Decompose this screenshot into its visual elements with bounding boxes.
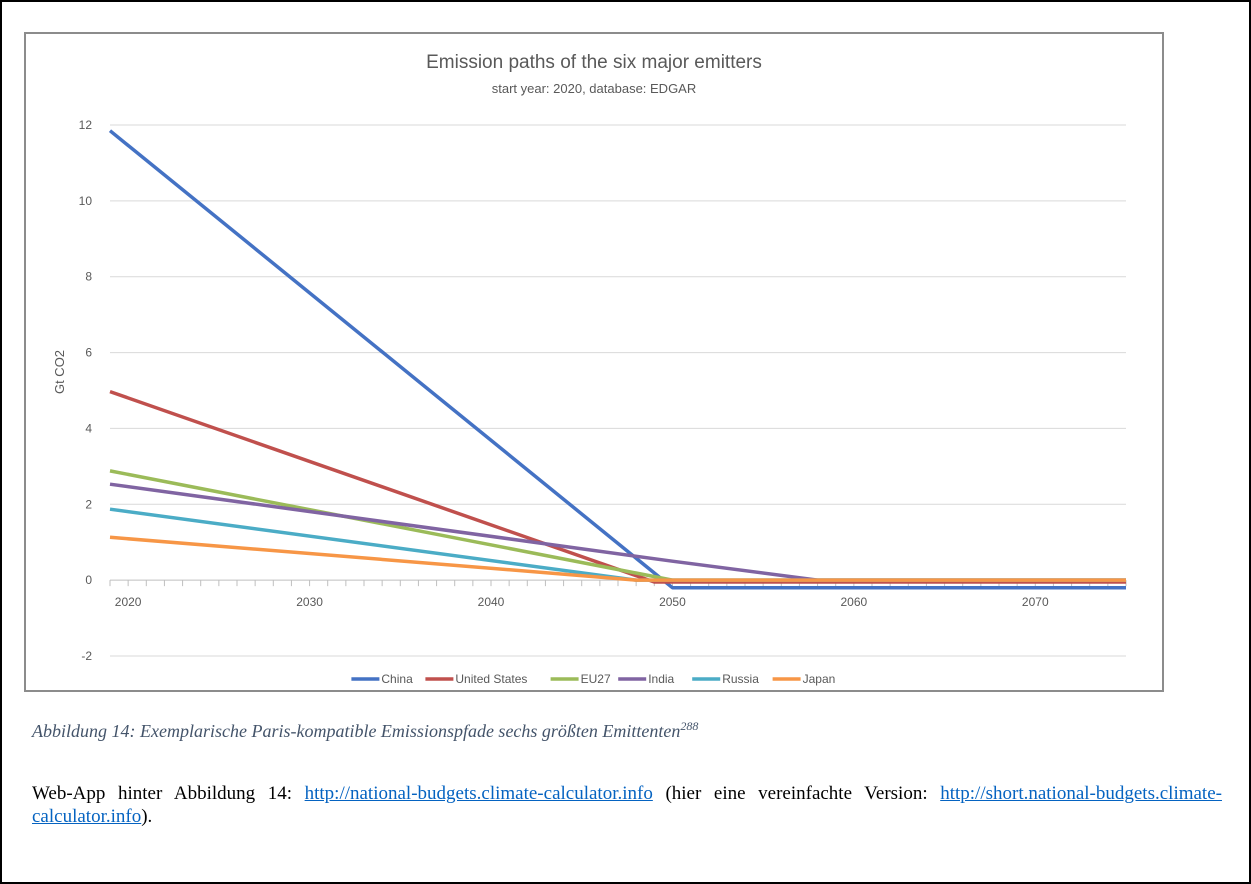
chart-area: -2 0 2 4 6 8 10 12 2020 2030 2040 2050 2060 2070 Gt … bbox=[24, 32, 1164, 692]
x-tick-label: 2060 bbox=[841, 595, 868, 609]
y-tick-label: 8 bbox=[85, 270, 92, 284]
x-tick-label: 2020 bbox=[115, 595, 142, 609]
series-line-united-states bbox=[109, 389, 1126, 584]
body-paragraph: Web-App hinter Abbildung 14: http://nati… bbox=[32, 782, 1222, 828]
y-tick-label: 6 bbox=[85, 346, 92, 360]
x-tick-label: 2030 bbox=[296, 595, 323, 609]
y-tick-label: 10 bbox=[79, 194, 93, 208]
body-suffix: ). bbox=[141, 806, 153, 827]
series-lines bbox=[108, 129, 1126, 590]
series-line-japan bbox=[109, 535, 1126, 582]
x-tick-label: 2070 bbox=[1022, 595, 1049, 609]
chart-subtitle: start year: 2020, database: EDGAR bbox=[491, 81, 697, 96]
y-tick-label: 0 bbox=[85, 573, 92, 587]
chart-svg: -2 0 2 4 6 8 10 12 2020 2030 2040 2050 2060 2070 Gt … bbox=[52, 118, 1127, 686]
y-tick-label: 12 bbox=[79, 118, 93, 132]
legend-label: United States bbox=[455, 672, 527, 686]
legend-label: EU27 bbox=[581, 672, 611, 686]
x-tick-label: 2040 bbox=[478, 595, 505, 609]
legend-label: Japan bbox=[803, 672, 836, 686]
x-tick-label: 2050 bbox=[659, 595, 686, 609]
y-tick-label: 2 bbox=[85, 497, 92, 511]
chart-title: Emission paths of the six major emitters bbox=[426, 52, 762, 73]
legend-label: China bbox=[381, 672, 413, 686]
series-line-china bbox=[108, 129, 1126, 590]
caption-text: Abbildung 14: Exemplarische Paris-kompat… bbox=[32, 721, 681, 741]
footnote-marker: 288 bbox=[680, 719, 699, 733]
series-line-india bbox=[109, 482, 1126, 582]
legend: China United States EU27 India Russia Japan bbox=[351, 672, 835, 686]
legend-item-united-states: United States bbox=[425, 672, 527, 686]
legend-label: Russia bbox=[722, 672, 759, 686]
legend-item-china: China bbox=[351, 672, 413, 686]
web-app-link[interactable]: http://national-budgets.climate-calculat… bbox=[304, 783, 653, 804]
figure-caption: Abbildung 14: Exemplarische Paris-kompat… bbox=[32, 719, 1232, 742]
y-axis-label: Gt CO2 bbox=[52, 350, 67, 394]
body-middle: (hier eine vereinfachte Version: bbox=[652, 783, 941, 804]
body-prefix: Web-App hinter Abbildung 14: bbox=[32, 783, 305, 804]
short-version-link[interactable]: http://short.national-budgets.climate-ca… bbox=[32, 783, 1222, 827]
legend-item-japan: Japan bbox=[772, 672, 836, 686]
series-line-eu27 bbox=[109, 469, 1126, 582]
legend-item-russia: Russia bbox=[692, 672, 759, 686]
y-tick-label: 4 bbox=[85, 421, 92, 435]
y-axis-ticks: -2 0 2 4 6 8 10 12 bbox=[79, 118, 93, 663]
legend-item-eu27: EU27 bbox=[550, 672, 611, 686]
x-axis-ticks: 2020 2030 2040 2050 2060 2070 bbox=[115, 595, 1049, 609]
y-tick-label: -2 bbox=[81, 649, 92, 663]
legend-item-india: India bbox=[618, 672, 675, 686]
legend-label: India bbox=[648, 672, 674, 686]
